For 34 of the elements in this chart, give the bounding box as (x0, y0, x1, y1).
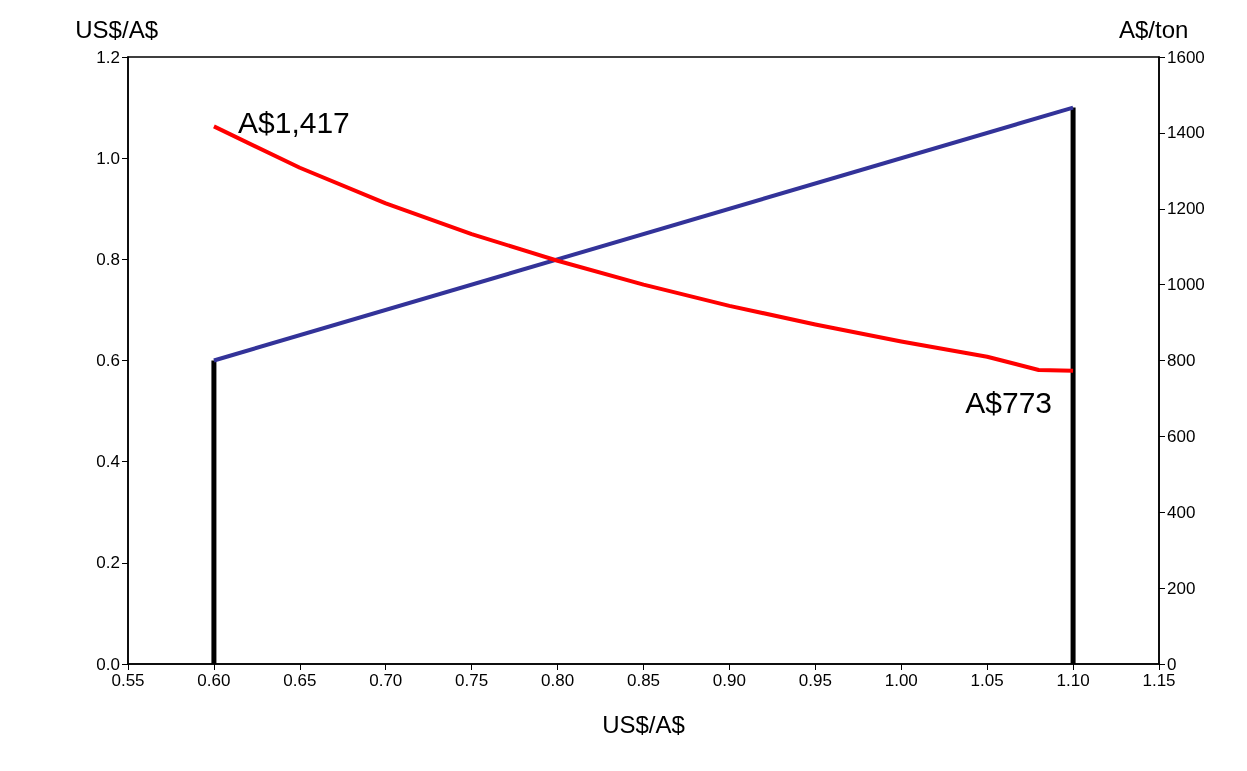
y-tick-label: 0.6 (96, 351, 120, 370)
y-tick-label: 0.4 (96, 452, 120, 472)
x-tick-label: 0.65 (283, 671, 317, 690)
y2-tick-label: 800 (1167, 351, 1196, 370)
annotation: A$1,417 (238, 105, 350, 139)
x-tick-label: 1.10 (1056, 671, 1090, 690)
annotation: A$773 (965, 385, 1052, 419)
y2-axis-title: A$/ton (1119, 15, 1189, 43)
y2-tick-label: 0 (1167, 654, 1177, 674)
y2-tick-label: 600 (1167, 426, 1196, 446)
y-tick-label: 0.0 (96, 654, 120, 674)
y2-tick-label: 1400 (1167, 123, 1205, 143)
y2-tick-label: 200 (1167, 578, 1196, 598)
x-tick-label: 0.95 (798, 671, 832, 690)
x-tick-label: 1.00 (884, 671, 918, 690)
x-tick-label: 0.80 (541, 671, 575, 690)
y-tick-label: 0.2 (96, 553, 120, 573)
x-axis-title: US$/A$ (602, 710, 685, 738)
y2-tick-label: 1000 (1167, 275, 1205, 295)
y2-tick-label: 400 (1167, 502, 1196, 522)
y-tick-label: 1.0 (96, 148, 120, 168)
y2-tick-label: 1600 (1167, 47, 1205, 67)
x-tick-label: 0.75 (455, 671, 489, 690)
x-tick-label: 0.70 (369, 671, 403, 690)
x-tick-label: 0.90 (712, 671, 746, 690)
y2-tick-label: 1200 (1167, 199, 1205, 219)
y-axis-title: US$/A$ (75, 15, 158, 43)
y-tick-label: 1.2 (96, 47, 120, 67)
x-tick-label: 1.15 (1142, 671, 1176, 690)
y-tick-label: 0.8 (96, 249, 120, 269)
x-tick-label: 0.55 (111, 671, 145, 690)
x-tick-label: 0.85 (626, 671, 661, 690)
x-tick-label: 0.60 (197, 671, 231, 690)
x-tick-label: 1.05 (970, 671, 1004, 690)
